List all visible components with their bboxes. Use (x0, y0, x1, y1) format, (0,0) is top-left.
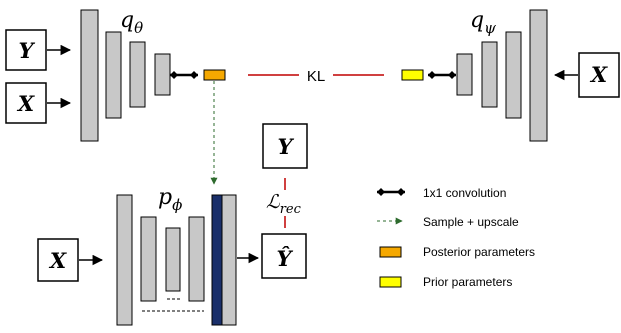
encoder-posterior-layer-4 (154, 53, 171, 96)
encoder-prior: qψ X (401, 8, 620, 142)
posterior-parameters (203, 69, 226, 81)
encoder-prior-layer-3 (481, 41, 498, 108)
reconstruction-loss-label: ℒrec (266, 191, 302, 217)
decoder: pϕ X Ŷ (37, 185, 307, 326)
target-box-y (262, 123, 308, 169)
reconstruction: Y ℒrec (262, 123, 308, 228)
legend-label-sample: Sample + upscale (423, 215, 519, 229)
legend-posterior-swatch (379, 246, 402, 258)
output-label-yhat: Ŷ (277, 246, 294, 271)
decoder-layer-6 (221, 194, 237, 326)
conv1x1-prior-diamond-left (428, 71, 436, 79)
conv1x1-prior-diamond-right (448, 71, 456, 79)
decoder-layer-5 (211, 194, 223, 326)
legend-label-posterior: Posterior parameters (423, 245, 535, 259)
input-label-y: Y (19, 38, 36, 63)
encoder-prior-layer-2 (505, 31, 522, 119)
decoder-layer-3 (165, 227, 181, 292)
encoder-posterior-layer-3 (129, 41, 146, 108)
prior-input-box-x (578, 52, 620, 98)
legend-label-prior: Prior parameters (423, 275, 512, 289)
output-box-yhat (261, 233, 307, 279)
legend-prior-swatch (379, 276, 402, 288)
input-box-x (5, 82, 47, 124)
conv1x1-posterior-diamond-left (170, 71, 178, 79)
decoder-input-box-x (37, 238, 79, 282)
decoder-layer-1 (116, 194, 133, 326)
target-label-y: Y (278, 134, 295, 159)
encoder-prior-label: qψ (470, 8, 496, 37)
decoder-input-label-x: X (48, 248, 67, 273)
decoder-layer-4 (188, 216, 205, 302)
conv1x1-posterior-diamond-right (190, 71, 198, 79)
encoder-prior-layer-1 (529, 9, 548, 142)
legend-conv-diamond-right (397, 188, 405, 196)
encoder-posterior-layer-2 (105, 31, 122, 119)
decoder-label: pϕ (158, 185, 182, 214)
kl-label: KL (307, 68, 325, 85)
kl-divergence: KL (248, 68, 384, 85)
decoder-layer-2 (140, 216, 157, 302)
encoder-prior-layer-4 (456, 53, 473, 96)
prior-parameters (401, 69, 424, 81)
encoder-posterior: qθ Y X (5, 8, 226, 142)
legend-conv-diamond-left (377, 188, 385, 196)
encoder-posterior-layer-1 (80, 9, 99, 142)
input-label-x: X (16, 91, 35, 116)
encoder-posterior-label: qθ (120, 8, 143, 37)
legend: 1x1 convolution Sample + upscale Posteri… (377, 186, 535, 289)
input-box-y (5, 29, 47, 71)
legend-label-conv: 1x1 convolution (423, 186, 506, 200)
prior-input-label-x: X (589, 62, 608, 87)
